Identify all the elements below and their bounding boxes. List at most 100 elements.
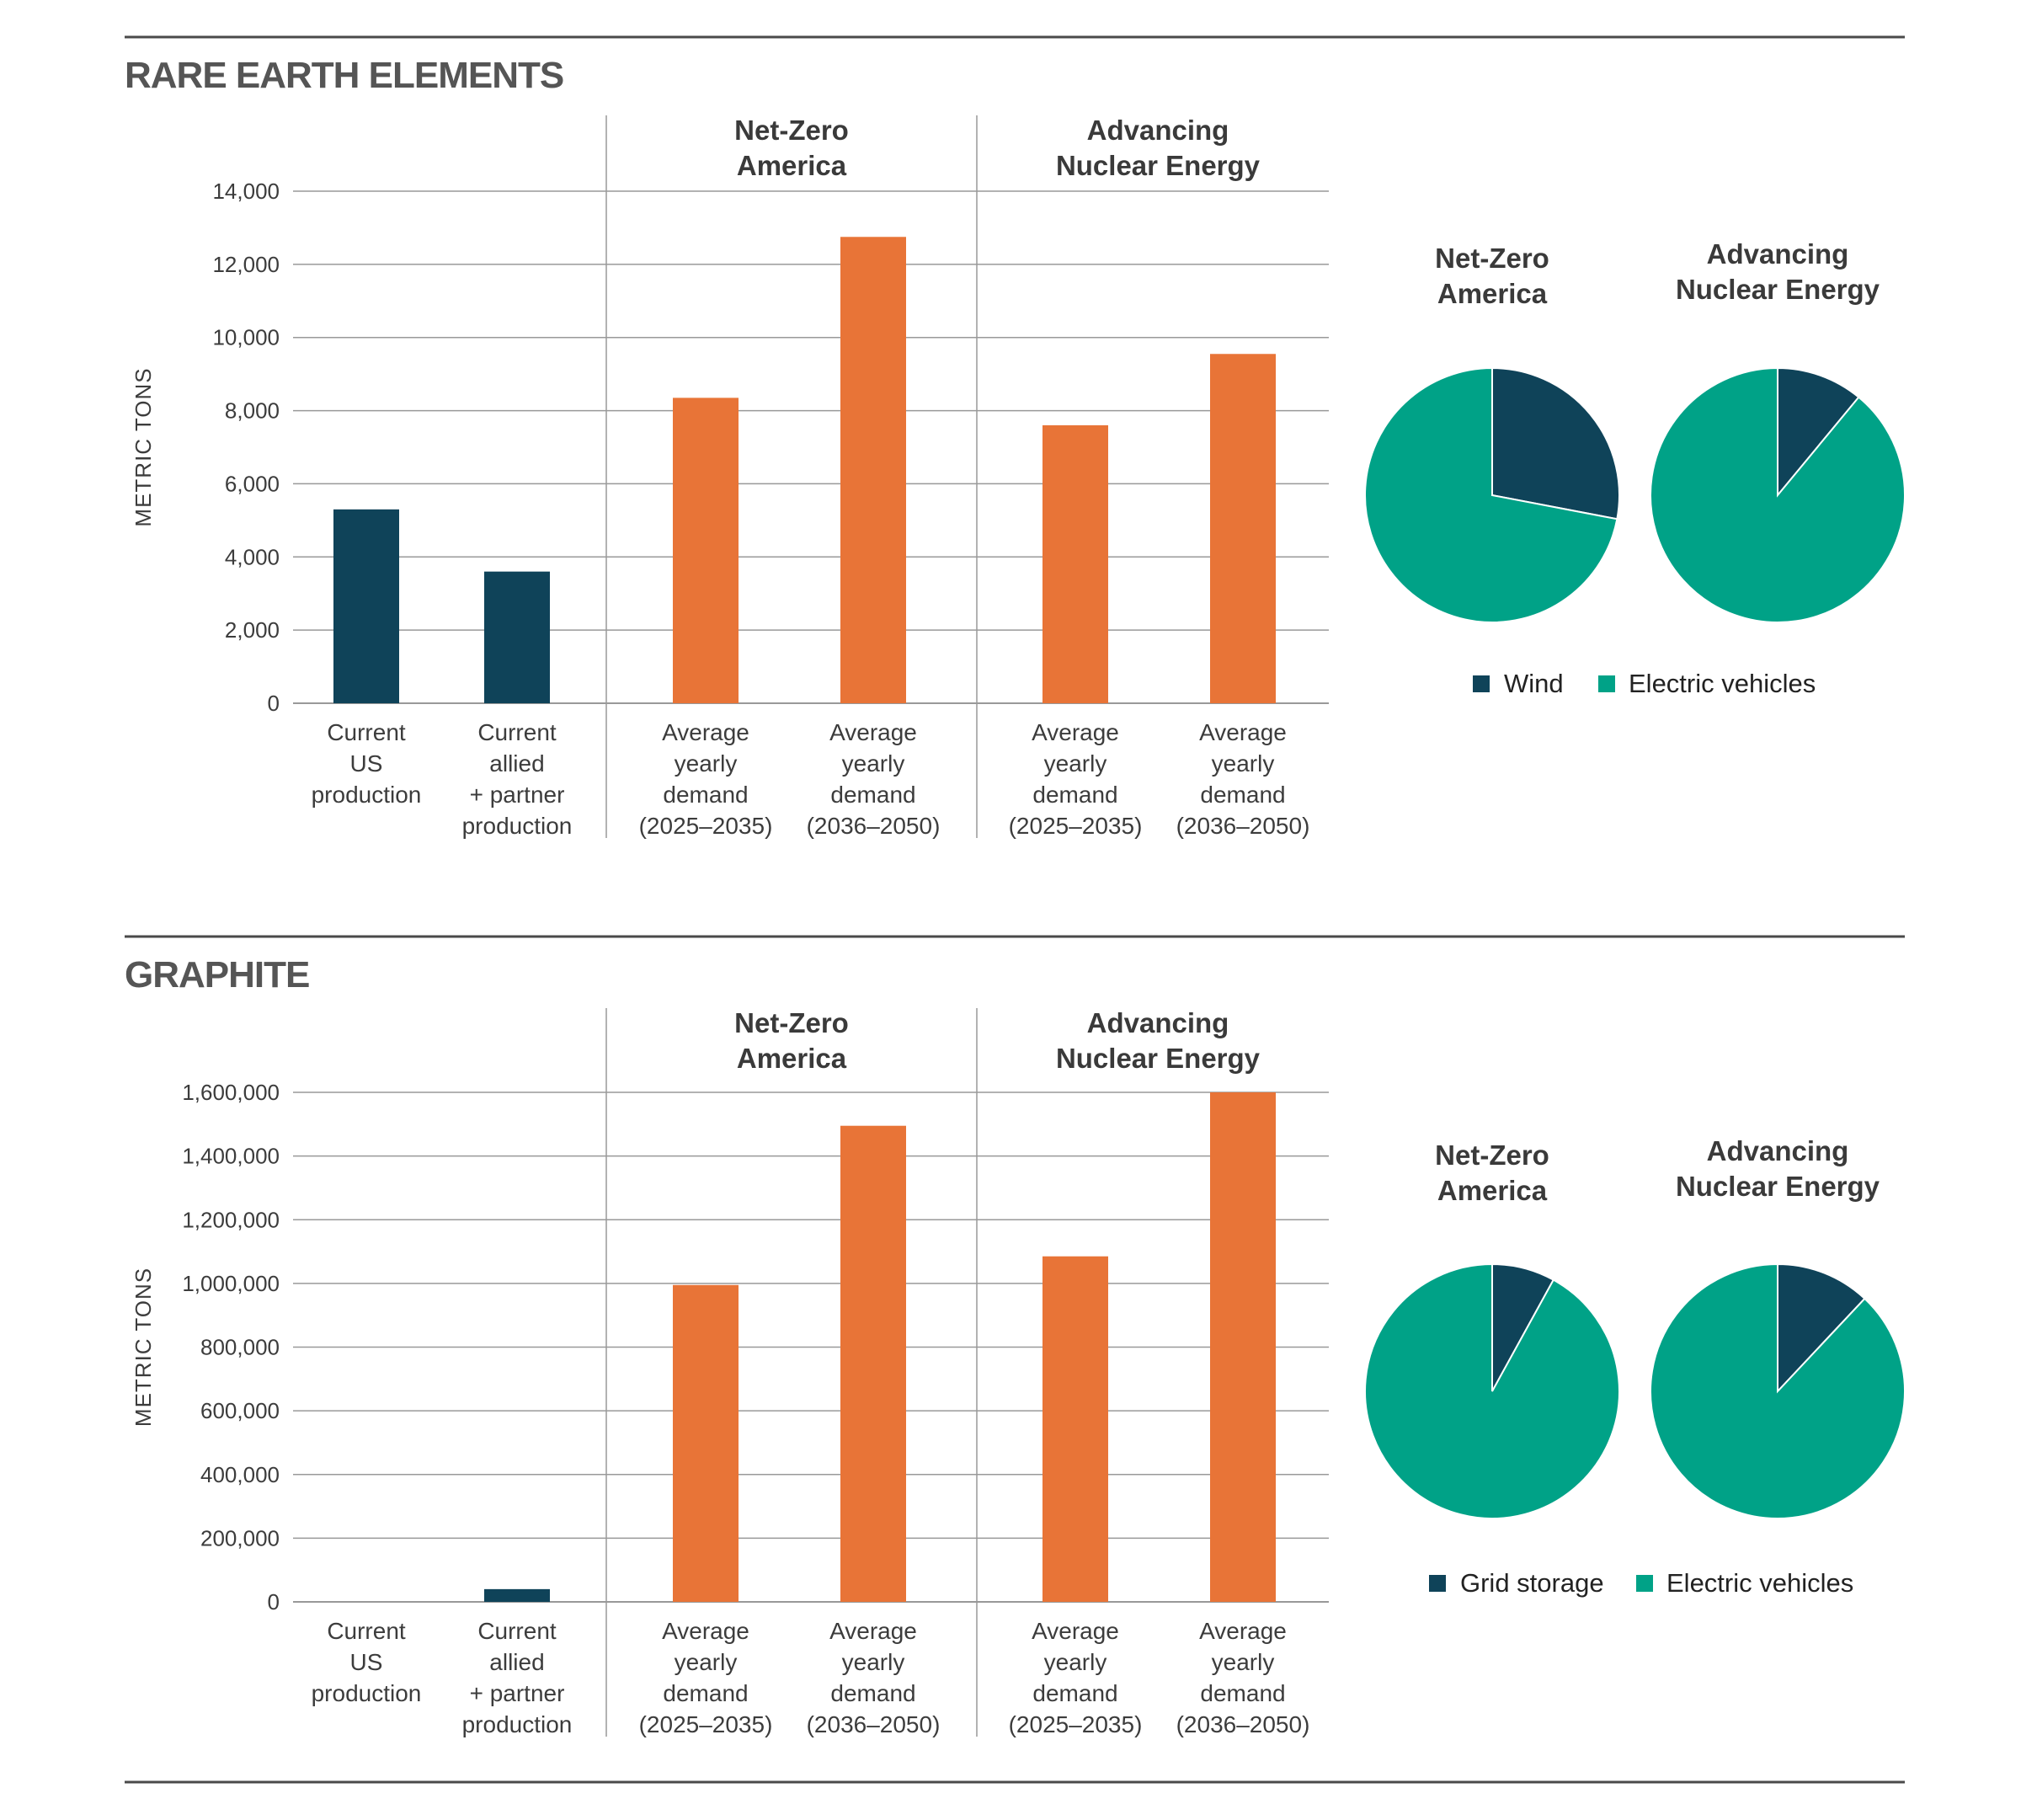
group-heading: Advancing Nuclear Energy <box>1056 1007 1261 1074</box>
legend-label: Wind <box>1504 669 1564 698</box>
pie-title-line: Net-Zero <box>1435 243 1549 274</box>
pie-slice-electric-vehicles <box>1650 1262 1906 1519</box>
legend: Grid storage Electric vehicles <box>1429 1568 1853 1598</box>
chart-title: RARE EARTH ELEMENTS <box>125 55 563 96</box>
y-tick-label: 400,000 <box>200 1462 280 1487</box>
bar-demand <box>1042 424 1108 703</box>
y-tick-label: 0 <box>268 691 280 716</box>
category-label-line: (2036–2050) <box>1176 1711 1310 1737</box>
legend-swatch <box>1636 1575 1653 1592</box>
category-label-line: + partner <box>470 1680 565 1706</box>
pie-title-line: America <box>1437 1175 1548 1206</box>
pie-slice-electric-vehicles <box>1364 1262 1620 1519</box>
y-tick-label: 800,000 <box>200 1335 280 1360</box>
y-tick-label: 1,200,000 <box>182 1207 280 1232</box>
y-tick-label: 200,000 <box>200 1525 280 1550</box>
category-label-line: demand <box>1200 782 1285 808</box>
category-label-line: production <box>312 1680 422 1706</box>
pie-title-line: Nuclear Energy <box>1676 1171 1880 1202</box>
category-label-line: (2025–2035) <box>639 813 773 839</box>
category-label: Current US production <box>312 719 422 808</box>
legend-swatch <box>1473 675 1490 692</box>
category-label-line: Average <box>1032 1618 1119 1644</box>
bar-production <box>484 571 550 703</box>
pie-chart: Net-Zero America <box>1364 243 1620 623</box>
category-label-line: yearly <box>842 750 905 777</box>
group-heading: Net-Zero America <box>734 115 849 181</box>
bar-demand <box>673 398 739 703</box>
category-label-line: (2025–2035) <box>639 1711 773 1737</box>
category-label: Current US production <box>312 1618 422 1706</box>
chart-panel-graphite: GRAPHITE 0 200,000 400,000 600,000 800,000 1,0… <box>125 954 1906 1737</box>
group-heading-line: America <box>737 1043 847 1074</box>
category-label-line: Average <box>829 719 917 745</box>
legend-label: Grid storage <box>1460 1568 1604 1598</box>
category-label: Average yearly demand (2025–2035) <box>639 1618 773 1737</box>
category-label-line: + partner <box>470 782 565 808</box>
category-label-line: (2025–2035) <box>1009 813 1143 839</box>
y-tick-label: 10,000 <box>212 325 280 350</box>
bar-demand <box>1210 354 1276 703</box>
category-label-line: demand <box>1032 782 1117 808</box>
category-label-line: (2036–2050) <box>1176 813 1310 839</box>
pie-slice-electric-vehicles <box>1364 366 1618 623</box>
category-label-line: Current <box>477 719 557 745</box>
group-heading: Advancing Nuclear Energy <box>1056 115 1261 181</box>
category-label: Average yearly demand (2036–2050) <box>1176 719 1310 839</box>
category-label-line: Average <box>829 1618 917 1644</box>
y-axis-label: METRIC TONS <box>131 1268 156 1427</box>
pie-title: Advancing Nuclear Energy <box>1676 1135 1880 1202</box>
category-label-line: (2036–2050) <box>807 813 941 839</box>
category-label-line: production <box>462 813 573 839</box>
pie-title-line: Net-Zero <box>1435 1140 1549 1171</box>
legend: Wind Electric vehicles <box>1473 669 1816 698</box>
category-label: Average yearly demand (2036–2050) <box>1176 1618 1310 1737</box>
y-tick-label: 600,000 <box>200 1398 280 1423</box>
category-label-line: Average <box>662 1618 749 1644</box>
category-label-line: (2036–2050) <box>807 1711 941 1737</box>
y-tick-label: 1,600,000 <box>182 1080 280 1105</box>
category-label-line: yearly <box>675 1649 738 1675</box>
y-tick-label: 1,000,000 <box>182 1271 280 1296</box>
category-label-line: demand <box>1032 1680 1117 1706</box>
bar-demand <box>1042 1256 1108 1602</box>
y-tick-label: 0 <box>268 1589 280 1615</box>
chart-panel-rare-earth: RARE EARTH ELEMENTS 0 2,000 4,000 6,000 8,000… <box>125 55 1906 839</box>
category-label-line: demand <box>1200 1680 1285 1706</box>
category-label-line: yearly <box>1212 1649 1275 1675</box>
category-label-line: Average <box>1199 1618 1287 1644</box>
pie-title-line: America <box>1437 278 1548 309</box>
category-label-line: yearly <box>1212 750 1275 777</box>
group-heading-line: Nuclear Energy <box>1056 150 1261 181</box>
category-label-line: US <box>350 1649 383 1675</box>
y-tick-label: 12,000 <box>212 252 280 277</box>
category-label-line: demand <box>830 1680 915 1706</box>
pie-title: Advancing Nuclear Energy <box>1676 238 1880 305</box>
y-tick-label: 14,000 <box>212 179 280 204</box>
y-tick-label: 8,000 <box>225 398 280 424</box>
bar-demand <box>840 1125 906 1602</box>
pie-slice-wind <box>1777 366 1860 498</box>
legend-label: Electric vehicles <box>1629 669 1816 698</box>
pie-slice-electric-vehicles <box>1650 366 1906 623</box>
category-label-line: yearly <box>1044 750 1107 777</box>
pie-chart: Advancing Nuclear Energy <box>1650 238 1906 623</box>
y-tick-label: 4,000 <box>225 544 280 569</box>
category-label-line: Current <box>327 719 406 745</box>
group-heading: Net-Zero America <box>734 1007 849 1074</box>
category-label-line: yearly <box>842 1649 905 1675</box>
legend-swatch <box>1429 1575 1446 1592</box>
category-label-line: demand <box>830 782 915 808</box>
legend-label: Electric vehicles <box>1666 1568 1853 1598</box>
category-label-line: Current <box>327 1618 406 1644</box>
category-label-line: allied <box>489 1649 544 1675</box>
group-heading-line: Net-Zero <box>734 115 849 146</box>
category-label: Average yearly demand (2025–2035) <box>1009 719 1143 839</box>
pie-title-line: Advancing <box>1707 1135 1849 1166</box>
y-tick-label: 6,000 <box>225 471 280 496</box>
legend-swatch <box>1598 675 1615 692</box>
category-label-line: US <box>350 750 383 777</box>
bar-demand <box>673 1284 739 1602</box>
y-tick-label: 1,400,000 <box>182 1144 280 1169</box>
